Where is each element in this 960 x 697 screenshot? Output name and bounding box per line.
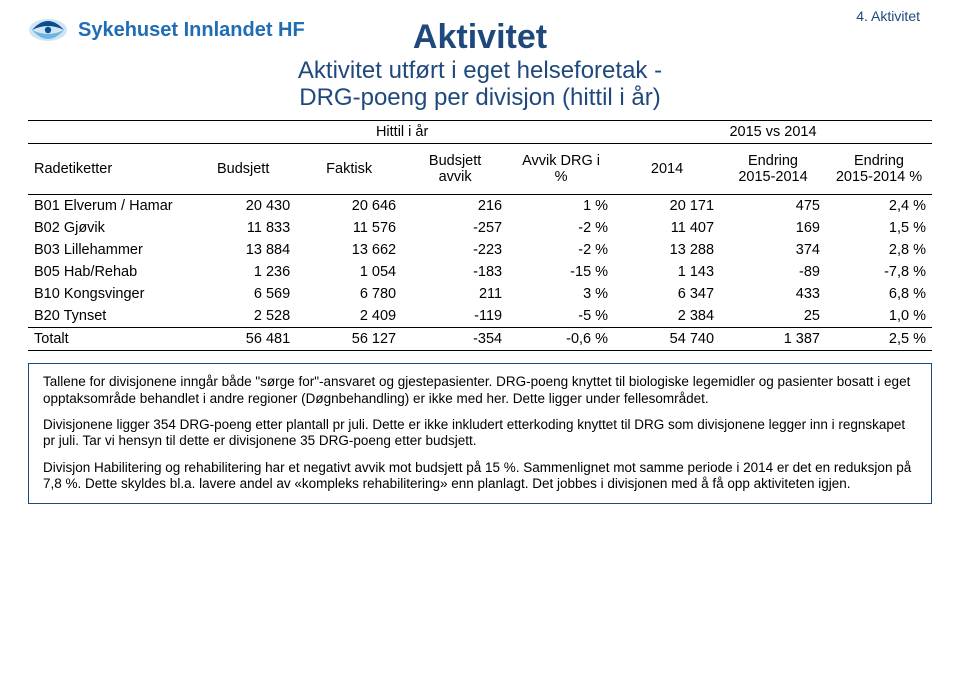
cell: -2 % [508, 217, 614, 239]
cell: 433 [720, 283, 826, 305]
cell: 20 430 [190, 195, 296, 218]
cell: 211 [402, 283, 508, 305]
row-label: B02 Gjøvik [28, 217, 190, 239]
cell: 169 [720, 217, 826, 239]
total-row: Totalt 56 481 56 127 -354 -0,6 % 54 740 … [28, 328, 932, 351]
total-c1: 56 127 [296, 328, 402, 351]
cell: -7,8 % [826, 261, 932, 283]
note-p3: Divisjon Habilitering og rehabilitering … [43, 460, 917, 493]
cell: -257 [402, 217, 508, 239]
cell: 2,8 % [826, 239, 932, 261]
cell: -15 % [508, 261, 614, 283]
cell: 11 576 [296, 217, 402, 239]
row-label: B20 Tynset [28, 305, 190, 328]
cell: 374 [720, 239, 826, 261]
cell: 25 [720, 305, 826, 328]
cell: 2,4 % [826, 195, 932, 218]
cell: 20 171 [614, 195, 720, 218]
cell: 1 236 [190, 261, 296, 283]
row-label: B05 Hab/Rehab [28, 261, 190, 283]
cell: 1 143 [614, 261, 720, 283]
total-c0: 56 481 [190, 328, 296, 351]
table-row: B01 Elverum / Hamar20 43020 6462161 %20 … [28, 195, 932, 218]
table-row: B20 Tynset2 5282 409-119-5 %2 384251,0 % [28, 305, 932, 328]
row-label: B03 Lillehammer [28, 239, 190, 261]
hdr-drg: Avvik DRG i% [508, 144, 614, 195]
hdr-endring: Endring2015-2014 [720, 144, 826, 195]
note-p2: Divisjonene ligger 354 DRG-poeng etter p… [43, 417, 917, 450]
cell: 20 646 [296, 195, 402, 218]
hdr-endring-pct: Endring2015-2014 % [826, 144, 932, 195]
super-header-row: Hittil i år 2015 vs 2014 [28, 121, 932, 144]
cell: 13 884 [190, 239, 296, 261]
hdr-faktisk: Faktisk [296, 144, 402, 195]
cell: -5 % [508, 305, 614, 328]
subtitle-line-2: DRG-poeng per divisjon (hittil i år) [28, 85, 932, 110]
cell: 1 % [508, 195, 614, 218]
cell: 2 528 [190, 305, 296, 328]
total-c5: 1 387 [720, 328, 826, 351]
row-label: B01 Elverum / Hamar [28, 195, 190, 218]
cell: 6,8 % [826, 283, 932, 305]
logo-icon [28, 16, 70, 44]
total-c3: -0,6 % [508, 328, 614, 351]
cell: 2 384 [614, 305, 720, 328]
total-c4: 54 740 [614, 328, 720, 351]
cell: 3 % [508, 283, 614, 305]
hdr-2014: 2014 [614, 144, 720, 195]
total-label: Totalt [28, 328, 190, 351]
table-row: B05 Hab/Rehab1 2361 054-183-15 %1 143-89… [28, 261, 932, 283]
logo-text: Sykehuset Innlandet HF [78, 19, 305, 42]
cell: -183 [402, 261, 508, 283]
cell: -223 [402, 239, 508, 261]
table-row: B02 Gjøvik11 83311 576-257-2 %11 4071691… [28, 217, 932, 239]
total-c6: 2,5 % [826, 328, 932, 351]
cell: 1 054 [296, 261, 402, 283]
table-row: B10 Kongsvinger6 5696 7802113 %6 3474336… [28, 283, 932, 305]
cell: 2 409 [296, 305, 402, 328]
sup-vs: 2015 vs 2014 [614, 121, 932, 144]
cell: 11 407 [614, 217, 720, 239]
cell: 13 288 [614, 239, 720, 261]
data-table: Hittil i år 2015 vs 2014 Radetiketter Bu… [28, 120, 932, 351]
cell: -89 [720, 261, 826, 283]
cell: 6 569 [190, 283, 296, 305]
subtitle-line-1: Aktivitet utført i eget helseforetak - [28, 58, 932, 83]
cell: 6 780 [296, 283, 402, 305]
header-row: Radetiketter Budsjett Faktisk Budsjettav… [28, 144, 932, 195]
cell: 1,5 % [826, 217, 932, 239]
section-tag: 4. Aktivitet [856, 8, 920, 24]
cell: 216 [402, 195, 508, 218]
notes-box: Tallene for divisjonene inngår både "sør… [28, 363, 932, 504]
hdr-rad: Radetiketter [28, 144, 190, 195]
cell: 11 833 [190, 217, 296, 239]
cell: 475 [720, 195, 826, 218]
sup-hittil: Hittil i år [190, 121, 614, 144]
row-label: B10 Kongsvinger [28, 283, 190, 305]
cell: 1,0 % [826, 305, 932, 328]
hdr-avvik: Budsjettavvik [402, 144, 508, 195]
cell: 13 662 [296, 239, 402, 261]
total-c2: -354 [402, 328, 508, 351]
table-row: B03 Lillehammer13 88413 662-223-2 %13 28… [28, 239, 932, 261]
cell: 6 347 [614, 283, 720, 305]
cell: -2 % [508, 239, 614, 261]
note-p1: Tallene for divisjonene inngår både "sør… [43, 374, 917, 407]
cell: -119 [402, 305, 508, 328]
hdr-budsjett: Budsjett [190, 144, 296, 195]
